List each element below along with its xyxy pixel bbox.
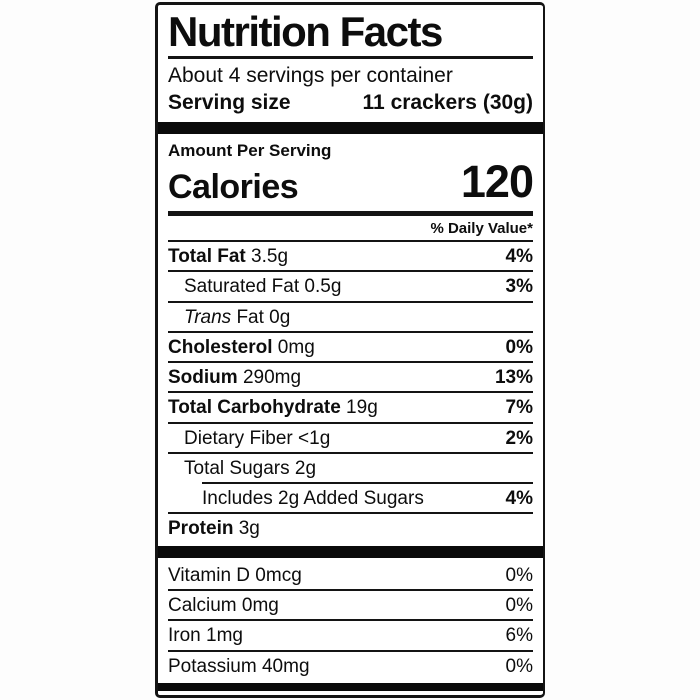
row-separator	[168, 270, 533, 273]
nutrient-daily-value: 0%	[505, 564, 533, 586]
nutrient-name: Protein	[168, 518, 234, 540]
daily-value-rule	[168, 240, 533, 243]
label-title: Nutrition Facts	[168, 8, 443, 55]
footnote: * The % Daily Value (DV) tells you how m…	[168, 694, 533, 695]
calories-value: 120	[460, 156, 534, 208]
row-separator	[168, 391, 533, 394]
nutrient-row: Iron 1mg 6%	[168, 621, 533, 649]
nutrient-daily-value: 0%	[505, 595, 533, 616]
nutrient-name: Total Sugars	[184, 457, 290, 479]
nutrient-name: Total Fat	[168, 246, 246, 268]
amount-per-serving-label: Amount Per Serving	[168, 140, 332, 160]
row-separator	[202, 482, 533, 485]
row-separator	[168, 589, 533, 591]
row-separator	[168, 619, 533, 622]
nutrient-name: Calcium	[168, 595, 237, 616]
nutrient-amount: <1g	[292, 427, 331, 449]
row-separator	[168, 512, 533, 515]
nutrient-amount: 0mcg	[250, 564, 302, 586]
nutrient-amount: 3.5g	[245, 246, 289, 268]
nutrient-name: Cholesterol	[168, 336, 273, 358]
nutrient-amount: 290mg	[237, 367, 302, 389]
nutrient-daily-value: 0%	[505, 655, 533, 677]
thin-divider-bar	[158, 682, 543, 691]
nutrient-amount: 0mg	[236, 595, 279, 616]
thick-divider-bar	[158, 545, 543, 558]
calories-rule	[168, 211, 533, 217]
nutrient-row: Total Carbohydrate 19g 7%	[168, 393, 533, 421]
nutrient-name: Iron	[168, 625, 201, 647]
row-separator	[168, 451, 533, 454]
nutrient-name: Trans Fat	[184, 306, 264, 328]
nutrient-amount: 2g	[289, 457, 317, 479]
nutrient-row: Vitamin D 0mcg 0%	[168, 561, 533, 589]
nutrition-facts-label: Nutrition Facts About 4 servings per con…	[155, 2, 545, 698]
nutrient-name: Total Carbohydrate	[168, 397, 341, 419]
title-rule	[168, 56, 533, 60]
nutrient-row: Dietary Fiber <1g 2%	[168, 424, 533, 452]
nutrient-row: Total Sugars 2g	[168, 454, 533, 482]
nutrient-name: Saturated Fat	[184, 276, 300, 298]
nutrient-name: Vitamin D	[168, 564, 251, 586]
nutrient-row: Total Fat 3.5g 4%	[168, 242, 533, 270]
nutrient-name: Includes 2g Added Sugars	[202, 488, 424, 510]
nutrient-amount: 1mg	[200, 625, 243, 647]
nutrient-name: Potassium	[168, 655, 257, 677]
row-separator	[168, 649, 533, 652]
nutrient-daily-value: 0%	[505, 336, 533, 358]
nutrient-amount: 3g	[233, 518, 260, 540]
nutrient-row: Sodium 290mg 13%	[168, 363, 533, 391]
servings-per-container: About 4 servings per container	[168, 64, 453, 88]
calories-row: Calories 120	[168, 156, 534, 208]
micronutrient-table: Vitamin D 0mcg 0% Calcium 0mg 0% Iron 1mg 6% P…	[168, 561, 533, 680]
nutrient-row: Protein 3g	[168, 514, 533, 542]
nutrient-table: Total Fat 3.5g 4% Saturated Fat 0.5g 3% Tran…	[168, 242, 533, 543]
daily-value-header: % Daily Value*	[430, 220, 533, 238]
nutrient-daily-value: 4%	[505, 246, 533, 268]
nutrient-amount: 0g	[263, 306, 291, 328]
nutrient-daily-value: 4%	[505, 488, 533, 510]
nutrient-daily-value: 2%	[505, 427, 533, 449]
serving-size-row: Serving size 11 crackers (30g)	[168, 89, 533, 119]
nutrient-name: Sodium	[168, 367, 238, 389]
row-separator	[168, 361, 533, 364]
nutrient-daily-value: 6%	[505, 625, 533, 647]
thick-divider-bar	[158, 121, 543, 134]
calories-label: Calories	[168, 168, 299, 207]
serving-size-label: Serving size	[168, 90, 291, 114]
serving-size-value: 11 crackers (30g)	[362, 90, 533, 114]
nutrient-amount: 0mg	[272, 336, 315, 358]
nutrient-amount: 19g	[340, 397, 378, 419]
row-separator	[168, 421, 533, 424]
nutrient-row: Trans Fat 0g	[168, 303, 533, 331]
nutrient-row: Potassium 40mg 0%	[168, 652, 533, 680]
row-separator	[168, 330, 533, 333]
row-separator	[168, 300, 533, 303]
nutrient-amount: 40mg	[256, 655, 310, 677]
nutrient-daily-value: 3%	[505, 276, 533, 298]
nutrient-row: Calcium 0mg 0%	[168, 591, 533, 619]
nutrient-daily-value: 13%	[494, 367, 533, 389]
nutrient-amount: 0.5g	[299, 276, 342, 298]
nutrient-row: Cholesterol 0mg 0%	[168, 333, 533, 361]
nutrient-row: Saturated Fat 0.5g 3%	[168, 272, 533, 300]
nutrient-name: Dietary Fiber	[184, 427, 293, 449]
nutrient-daily-value: 7%	[505, 397, 533, 419]
nutrient-row: Includes 2g Added Sugars 4%	[168, 484, 533, 512]
